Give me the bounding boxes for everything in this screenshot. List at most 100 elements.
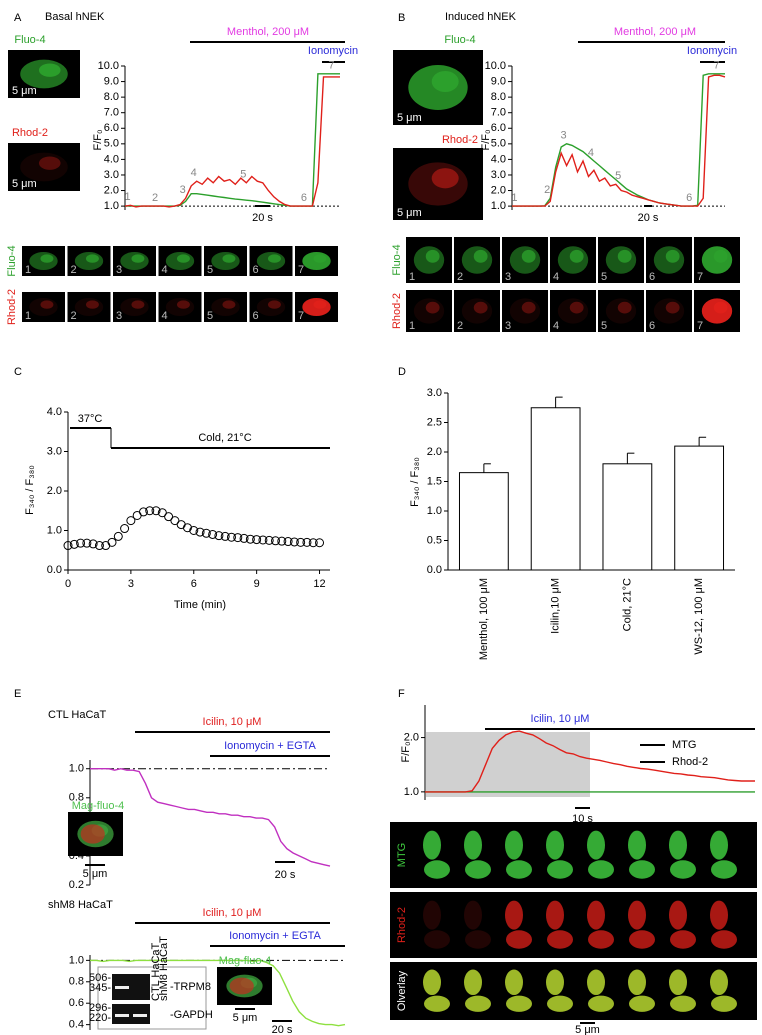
data-point: [220, 531, 230, 541]
cell-signal: [547, 930, 573, 949]
cell-signal: [669, 969, 687, 996]
data-line: [425, 730, 755, 793]
cell-signal: [29, 298, 58, 316]
data-point: [170, 516, 180, 526]
y-tick-label: 0.5: [427, 534, 442, 546]
scale-label: 10 s: [572, 813, 593, 825]
frame-label: 5: [601, 271, 607, 283]
cell-signal: [653, 298, 685, 324]
legend-label: MTG: [672, 739, 696, 751]
y-tick-label: 3.0: [427, 387, 442, 399]
cell-signal: [38, 156, 61, 170]
row-label: Rhod-2: [396, 907, 408, 943]
frame-label: 6: [253, 310, 259, 322]
gel-band-label: -GAPDH: [170, 1009, 213, 1021]
condition-label: 37°C: [78, 413, 103, 425]
cell-signal: [423, 969, 441, 996]
frame-label: 6: [649, 320, 655, 332]
cell-signal: [425, 301, 440, 314]
cell-signal: [431, 168, 459, 189]
image-label: Fluo-4: [14, 34, 45, 46]
frame-label: 5: [615, 170, 621, 182]
cell-signal: [461, 298, 493, 324]
y-axis-label: F/F₀: [400, 741, 412, 762]
micrograph: [8, 143, 80, 191]
cell-signal: [423, 900, 441, 930]
frame-label: 5: [601, 320, 607, 332]
y-tick-label: 0.4: [69, 1019, 84, 1031]
cell-signal: [74, 298, 104, 316]
cell-signal: [711, 860, 737, 879]
data-point: [151, 506, 161, 516]
frame-label: 1: [409, 271, 415, 283]
x-tick-label: Menthol, 100 μM: [478, 578, 490, 660]
cell-signal: [670, 860, 696, 879]
cell-signal: [423, 830, 441, 860]
cell-signal: [669, 830, 687, 860]
cell-signal: [670, 930, 696, 949]
cell-signal: [176, 254, 190, 263]
scale-label: 20 s: [252, 212, 273, 224]
x-tick-label: 0: [65, 578, 71, 590]
cell-signal: [229, 977, 254, 995]
cell-signal: [20, 152, 68, 182]
cell-signal: [557, 298, 589, 324]
data-point: [296, 537, 306, 547]
cell-signal: [617, 301, 632, 314]
cell-signal: [670, 995, 696, 1012]
cell-signal: [546, 969, 564, 996]
cell-signal: [424, 860, 450, 879]
cell-signal: [628, 830, 646, 860]
data-point: [195, 527, 205, 537]
cell-signal: [131, 300, 145, 309]
frame-label: 7: [697, 271, 703, 283]
cell-signal: [713, 249, 728, 263]
cell-signal: [505, 830, 523, 860]
gel-lane-label: shM8 HaCaT: [158, 936, 170, 1001]
cell-signal: [256, 298, 286, 316]
cell-signal: [38, 63, 61, 77]
data-point: [157, 508, 167, 518]
y-tick-label: 2.0: [404, 731, 419, 743]
x-tick-label: 12: [313, 578, 325, 590]
scale-label: 5 μm: [575, 1024, 600, 1035]
panel-letter: C: [14, 366, 22, 378]
frame-label: 5: [207, 310, 213, 322]
y-tick-label: 2.0: [104, 184, 119, 196]
scale-label: 5 μm: [12, 85, 37, 97]
frame-label: 4: [162, 310, 168, 322]
cell-signal: [547, 995, 573, 1012]
data-point: [182, 523, 192, 533]
frame-label: 2: [457, 320, 463, 332]
cell-signal: [587, 969, 605, 996]
y-tick-label: 1.5: [427, 475, 442, 487]
inset-label: Mag-fluo-4: [219, 955, 272, 967]
cell-signal: [464, 969, 482, 996]
micrograph: [249, 292, 293, 322]
cell-signal: [211, 298, 240, 316]
strip-row-label: Fluo-4: [6, 245, 18, 276]
y-tick-label: 3.0: [491, 169, 506, 181]
cell-signal: [473, 301, 488, 314]
y-axis-label: F₃₄₀ / F₃₈₀: [24, 465, 36, 515]
y-tick-label: 1.0: [404, 786, 419, 798]
cell-signal: [588, 995, 614, 1012]
cell-signal: [431, 71, 459, 92]
scale-label: 20 s: [272, 1024, 293, 1035]
data-point: [113, 531, 123, 541]
cell-signal: [465, 930, 491, 949]
micrograph: [598, 290, 644, 332]
y-tick-label: 0.8: [69, 792, 84, 804]
cell-signal: [713, 301, 728, 314]
cell-signal: [605, 298, 637, 324]
data-point: [201, 528, 211, 538]
data-point: [289, 537, 299, 547]
frame-label: 2: [71, 264, 77, 276]
y-tick-label: 7.0: [491, 107, 506, 119]
data-point: [252, 535, 262, 545]
inset-label: Mag-fluo-4: [72, 800, 125, 812]
panel-letter: E: [14, 688, 21, 700]
cell-signal: [588, 930, 614, 949]
cell-signal: [85, 300, 99, 309]
